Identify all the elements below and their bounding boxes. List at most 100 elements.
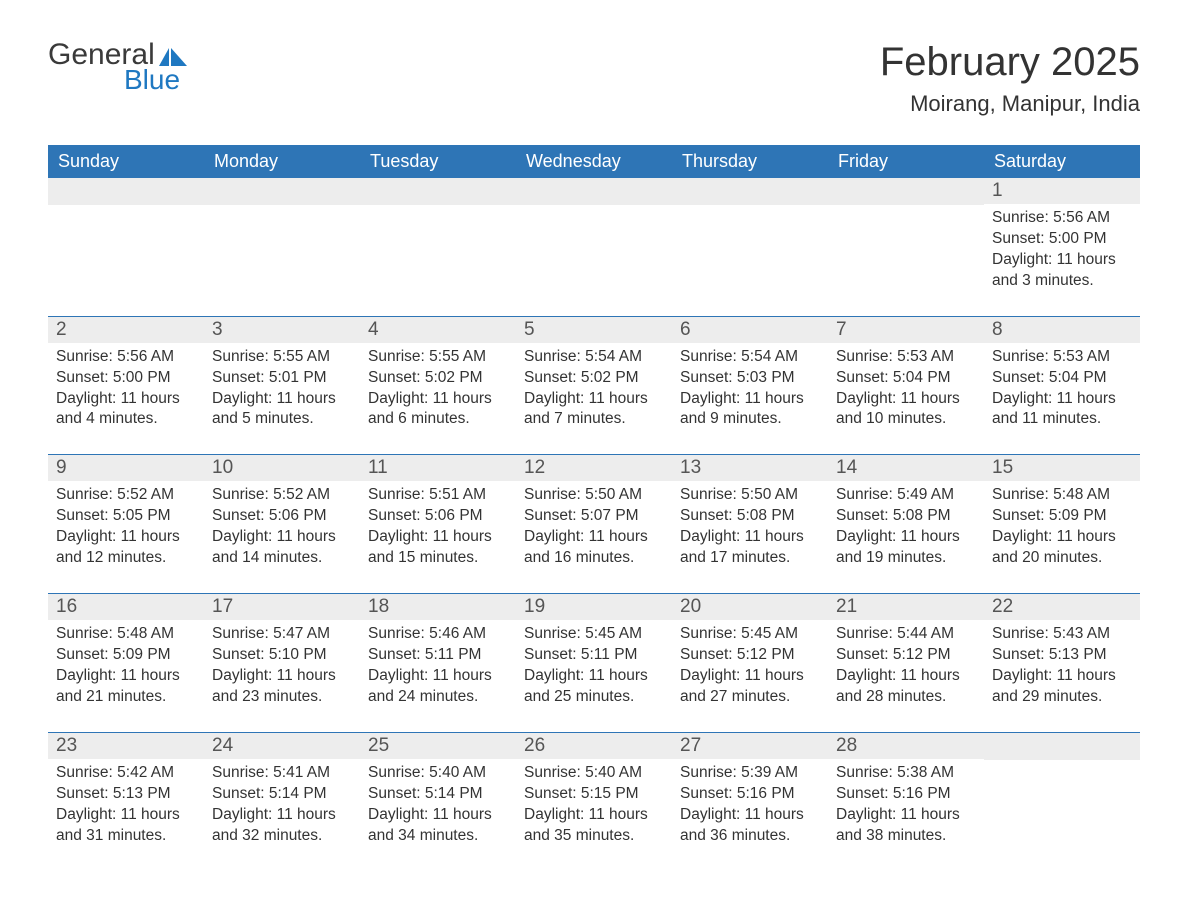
day-of-week-header: SundayMondayTuesdayWednesdayThursdayFrid… — [48, 145, 1140, 178]
day-number: 14 — [828, 455, 984, 481]
day-body: Sunrise: 5:50 AMSunset: 5:08 PMDaylight:… — [672, 481, 828, 569]
daylight-text: Daylight: 11 hours and 27 minutes. — [680, 666, 820, 708]
daylight-text: Daylight: 11 hours and 28 minutes. — [836, 666, 976, 708]
sunrise-text: Sunrise: 5:51 AM — [368, 485, 508, 506]
day-number: 22 — [984, 594, 1140, 620]
sunrise-text: Sunrise: 5:54 AM — [524, 347, 664, 368]
dow-cell: Saturday — [984, 145, 1140, 178]
day-cell: 20Sunrise: 5:45 AMSunset: 5:12 PMDayligh… — [672, 594, 828, 718]
location-text: Moirang, Manipur, India — [880, 91, 1140, 117]
day-number: 16 — [48, 594, 204, 620]
day-cell: 10Sunrise: 5:52 AMSunset: 5:06 PMDayligh… — [204, 455, 360, 579]
day-body: Sunrise: 5:40 AMSunset: 5:15 PMDaylight:… — [516, 759, 672, 847]
sunset-text: Sunset: 5:08 PM — [836, 506, 976, 527]
day-cell: 1Sunrise: 5:56 AMSunset: 5:00 PMDaylight… — [984, 178, 1140, 302]
daylight-text: Daylight: 11 hours and 34 minutes. — [368, 805, 508, 847]
day-cell — [360, 178, 516, 302]
sunrise-text: Sunrise: 5:48 AM — [56, 624, 196, 645]
dow-cell: Wednesday — [516, 145, 672, 178]
day-body: Sunrise: 5:49 AMSunset: 5:08 PMDaylight:… — [828, 481, 984, 569]
day-number: 15 — [984, 455, 1140, 481]
day-number: 7 — [828, 317, 984, 343]
day-cell: 14Sunrise: 5:49 AMSunset: 5:08 PMDayligh… — [828, 455, 984, 579]
day-cell — [516, 178, 672, 302]
day-number: 12 — [516, 455, 672, 481]
day-cell: 3Sunrise: 5:55 AMSunset: 5:01 PMDaylight… — [204, 317, 360, 441]
day-cell — [204, 178, 360, 302]
sunrise-text: Sunrise: 5:46 AM — [368, 624, 508, 645]
day-body: Sunrise: 5:42 AMSunset: 5:13 PMDaylight:… — [48, 759, 204, 847]
day-cell: 19Sunrise: 5:45 AMSunset: 5:11 PMDayligh… — [516, 594, 672, 718]
dow-cell: Sunday — [48, 145, 204, 178]
sunrise-text: Sunrise: 5:48 AM — [992, 485, 1132, 506]
day-number: 21 — [828, 594, 984, 620]
sunset-text: Sunset: 5:05 PM — [56, 506, 196, 527]
sunrise-text: Sunrise: 5:50 AM — [680, 485, 820, 506]
sunrise-text: Sunrise: 5:54 AM — [680, 347, 820, 368]
daylight-text: Daylight: 11 hours and 4 minutes. — [56, 389, 196, 431]
day-cell: 15Sunrise: 5:48 AMSunset: 5:09 PMDayligh… — [984, 455, 1140, 579]
sunset-text: Sunset: 5:13 PM — [992, 645, 1132, 666]
day-number: 10 — [204, 455, 360, 481]
daylight-text: Daylight: 11 hours and 35 minutes. — [524, 805, 664, 847]
daylight-text: Daylight: 11 hours and 36 minutes. — [680, 805, 820, 847]
day-body: Sunrise: 5:56 AMSunset: 5:00 PMDaylight:… — [984, 204, 1140, 292]
week-row: 23Sunrise: 5:42 AMSunset: 5:13 PMDayligh… — [48, 732, 1140, 857]
logo-text-blue: Blue — [124, 66, 187, 94]
daylight-text: Daylight: 11 hours and 5 minutes. — [212, 389, 352, 431]
sunset-text: Sunset: 5:07 PM — [524, 506, 664, 527]
daylight-text: Daylight: 11 hours and 29 minutes. — [992, 666, 1132, 708]
day-cell: 6Sunrise: 5:54 AMSunset: 5:03 PMDaylight… — [672, 317, 828, 441]
daylight-text: Daylight: 11 hours and 14 minutes. — [212, 527, 352, 569]
week-row: 1Sunrise: 5:56 AMSunset: 5:00 PMDaylight… — [48, 178, 1140, 302]
header: General Blue February 2025 Moirang, Mani… — [48, 40, 1140, 117]
day-cell — [672, 178, 828, 302]
day-number-empty — [516, 178, 672, 205]
sunset-text: Sunset: 5:12 PM — [836, 645, 976, 666]
day-number: 17 — [204, 594, 360, 620]
day-number: 20 — [672, 594, 828, 620]
day-number-empty — [360, 178, 516, 205]
day-number: 4 — [360, 317, 516, 343]
week-row: 16Sunrise: 5:48 AMSunset: 5:09 PMDayligh… — [48, 593, 1140, 718]
sunset-text: Sunset: 5:00 PM — [56, 368, 196, 389]
day-number: 27 — [672, 733, 828, 759]
day-body: Sunrise: 5:43 AMSunset: 5:13 PMDaylight:… — [984, 620, 1140, 708]
day-body: Sunrise: 5:48 AMSunset: 5:09 PMDaylight:… — [984, 481, 1140, 569]
sunrise-text: Sunrise: 5:53 AM — [992, 347, 1132, 368]
daylight-text: Daylight: 11 hours and 7 minutes. — [524, 389, 664, 431]
daylight-text: Daylight: 11 hours and 12 minutes. — [56, 527, 196, 569]
daylight-text: Daylight: 11 hours and 20 minutes. — [992, 527, 1132, 569]
day-cell: 12 Sunrise: 5:50 AMSunset: 5:07 PMDayligh… — [516, 455, 672, 579]
daylight-text: Daylight: 11 hours and 6 minutes. — [368, 389, 508, 431]
day-body: Sunrise: 5:44 AMSunset: 5:12 PMDaylight:… — [828, 620, 984, 708]
dow-cell: Friday — [828, 145, 984, 178]
day-number-empty — [828, 178, 984, 205]
day-number-empty — [984, 733, 1140, 760]
day-cell: 13Sunrise: 5:50 AMSunset: 5:08 PMDayligh… — [672, 455, 828, 579]
sunset-text: Sunset: 5:12 PM — [680, 645, 820, 666]
day-number: 24 — [204, 733, 360, 759]
daylight-text: Daylight: 11 hours and 32 minutes. — [212, 805, 352, 847]
day-cell: 17Sunrise: 5:47 AMSunset: 5:10 PMDayligh… — [204, 594, 360, 718]
daylight-text: Daylight: 11 hours and 16 minutes. — [524, 527, 664, 569]
sunrise-text: Sunrise: 5:55 AM — [212, 347, 352, 368]
sunrise-text: Sunrise: 5:45 AM — [524, 624, 664, 645]
daylight-text: Daylight: 11 hours and 25 minutes. — [524, 666, 664, 708]
sunset-text: Sunset: 5:16 PM — [680, 784, 820, 805]
sunrise-text: Sunrise: 5:56 AM — [56, 347, 196, 368]
day-number: 8 — [984, 317, 1140, 343]
daylight-text: Daylight: 11 hours and 10 minutes. — [836, 389, 976, 431]
sunset-text: Sunset: 5:04 PM — [992, 368, 1132, 389]
sunrise-text: Sunrise: 5:50 AM — [524, 485, 664, 506]
logo-flag-icon — [159, 44, 187, 66]
sunrise-text: Sunrise: 5:55 AM — [368, 347, 508, 368]
dow-cell: Tuesday — [360, 145, 516, 178]
day-number: 13 — [672, 455, 828, 481]
day-cell — [984, 733, 1140, 857]
sunset-text: Sunset: 5:13 PM — [56, 784, 196, 805]
day-number: 26 — [516, 733, 672, 759]
day-body: Sunrise: 5:39 AMSunset: 5:16 PMDaylight:… — [672, 759, 828, 847]
sunset-text: Sunset: 5:11 PM — [368, 645, 508, 666]
sunset-text: Sunset: 5:06 PM — [368, 506, 508, 527]
